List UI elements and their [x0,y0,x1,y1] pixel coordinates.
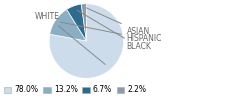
Text: HISPANIC: HISPANIC [61,22,162,43]
Wedge shape [67,4,86,41]
Wedge shape [49,4,124,78]
Legend: 78.0%, 13.2%, 6.7%, 2.2%: 78.0%, 13.2%, 6.7%, 2.2% [4,86,146,94]
Text: BLACK: BLACK [77,10,151,52]
Wedge shape [50,9,86,41]
Text: ASIAN: ASIAN [87,8,150,36]
Text: WHITE: WHITE [35,12,105,64]
Wedge shape [81,4,86,41]
